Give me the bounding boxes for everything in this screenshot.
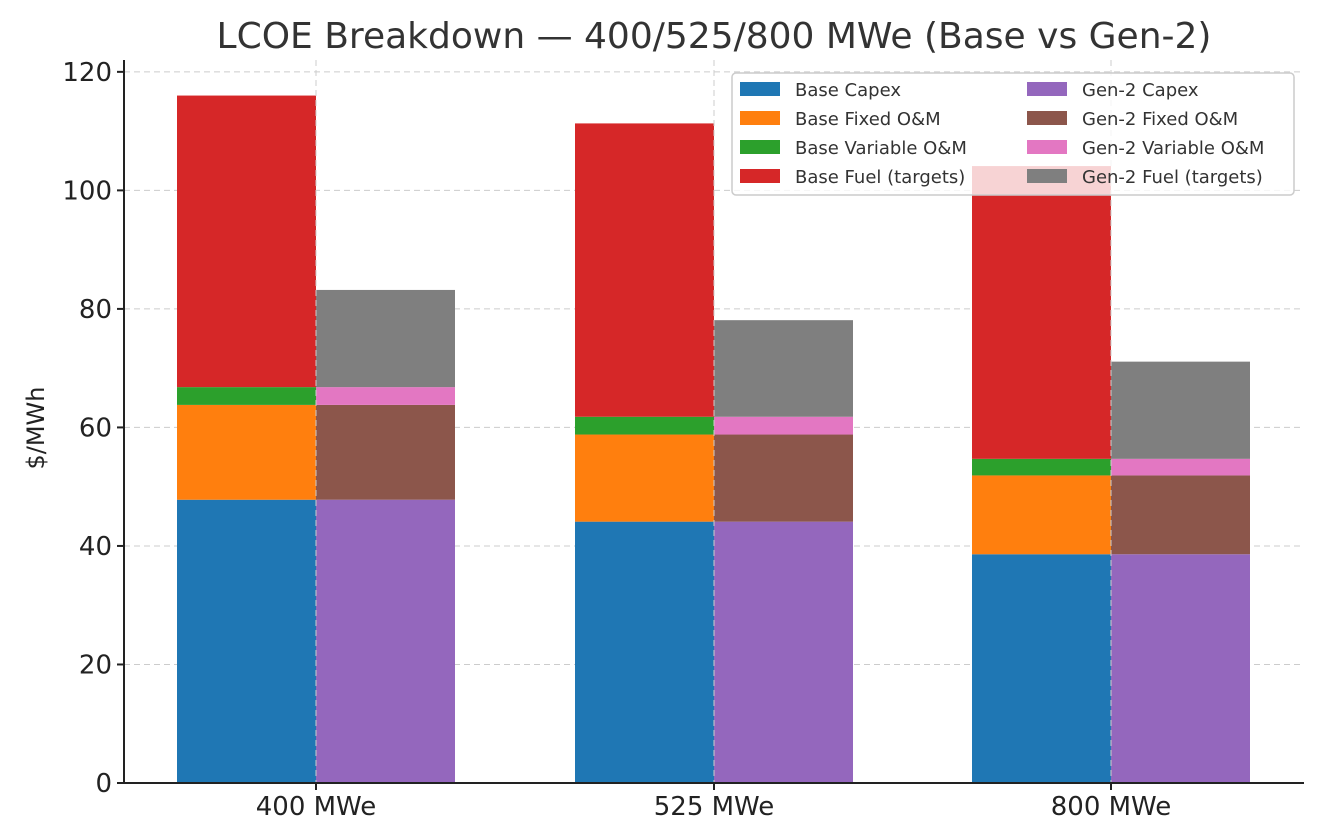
bar-gen-2-gen-2-variable-o-m-400-mwe: [316, 387, 455, 405]
legend-swatch: [1027, 169, 1067, 183]
legend-entry: Base Capex: [795, 80, 901, 101]
y-tick-label: 40: [79, 532, 112, 562]
legend-swatch: [740, 111, 780, 125]
bar-base-base-variable-o-m-525-mwe: [575, 416, 714, 435]
bar-base-base-variable-o-m-400-mwe: [177, 387, 316, 405]
legend-entry: Gen-2 Fuel (targets): [1082, 167, 1263, 188]
bar-gen-2-gen-2-fixed-o-m-800-mwe: [1111, 475, 1250, 555]
tick-labels: 0 20 40 60 80 100 120 400 MWe 525 MWe 800 MWe: [62, 58, 1171, 822]
bars: [177, 60, 1250, 783]
bar-gen-2-gen-2-capex-800-mwe: [1111, 554, 1250, 783]
y-tick-label: 60: [79, 413, 112, 443]
bar-gen-2-gen-2-variable-o-m-525-mwe: [714, 416, 853, 435]
x-tick-label: 400 MWe: [256, 792, 377, 822]
x-tick-label: 525 MWe: [654, 792, 775, 822]
legend-swatch: [1027, 82, 1067, 96]
bar-base-base-fixed-o-m-800-mwe: [972, 475, 1111, 555]
y-tick-label: 100: [62, 176, 112, 206]
legend: Base Capex Base Fixed O&M Base Variable O&…: [731, 72, 1295, 196]
legend-swatch: [1027, 140, 1067, 154]
bar-base-base-fuel-targets--400-mwe: [177, 95, 316, 388]
legend-entry: Base Variable O&M: [795, 138, 967, 159]
legend-swatch: [1027, 111, 1067, 125]
bar-gen-2-gen-2-variable-o-m-800-mwe: [1111, 458, 1250, 476]
bar-base-base-fixed-o-m-400-mwe: [177, 404, 316, 500]
bar-base-base-capex-400-mwe: [177, 499, 316, 783]
legend-entry: Gen-2 Variable O&M: [1082, 138, 1264, 159]
bar-base-base-fuel-targets--525-mwe: [575, 123, 714, 417]
y-tick-label: 120: [62, 58, 112, 88]
legend-frame: [731, 72, 1295, 196]
bar-base-base-capex-525-mwe: [575, 521, 714, 783]
bar-gen-2-gen-2-fixed-o-m-525-mwe: [714, 434, 853, 522]
bar-base-base-fixed-o-m-525-mwe: [575, 434, 714, 522]
legend-swatch: [740, 169, 780, 183]
bar-base-base-variable-o-m-800-mwe: [972, 458, 1111, 476]
bar-gen-2-gen-2-capex-400-mwe: [316, 499, 455, 783]
bar-base-base-fuel-targets--800-mwe: [972, 166, 1111, 459]
bar-gen-2-gen-2-fuel-targets--525-mwe: [714, 320, 853, 417]
bar-gen-2-gen-2-fixed-o-m-400-mwe: [316, 404, 455, 500]
y-tick-label: 80: [79, 295, 112, 325]
legend-entry: Gen-2 Capex: [1082, 80, 1199, 101]
legend-swatch: [740, 82, 780, 96]
chart-title: LCOE Breakdown — 400/525/800 MWe (Base v…: [217, 16, 1212, 57]
y-tick-label: 20: [79, 650, 112, 680]
legend-swatch: [740, 140, 780, 154]
bar-gen-2-gen-2-fuel-targets--800-mwe: [1111, 361, 1250, 459]
bar-base-base-capex-800-mwe: [972, 554, 1111, 783]
axes: [117, 60, 1304, 790]
bar-gen-2-gen-2-fuel-targets--400-mwe: [316, 289, 455, 388]
y-tick-label: 0: [95, 769, 112, 799]
legend-entry: Base Fixed O&M: [795, 109, 941, 130]
bar-gen-2-gen-2-capex-525-mwe: [714, 521, 853, 783]
x-tick-label: 800 MWe: [1051, 792, 1172, 822]
legend-entry: Gen-2 Fixed O&M: [1082, 109, 1238, 130]
legend-entry: Base Fuel (targets): [795, 167, 965, 188]
y-axis-label: $/MWh: [22, 386, 50, 469]
